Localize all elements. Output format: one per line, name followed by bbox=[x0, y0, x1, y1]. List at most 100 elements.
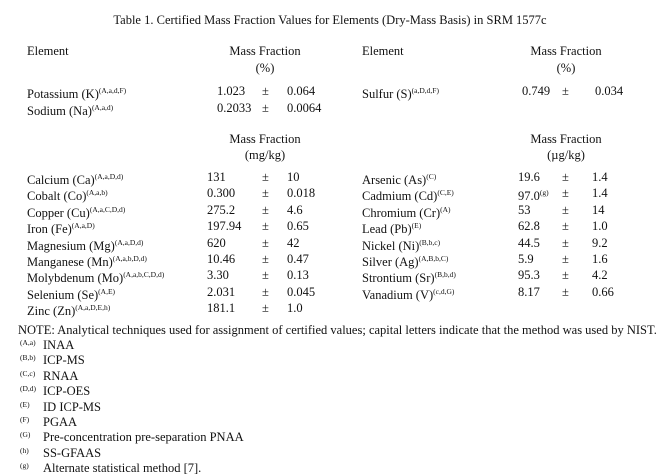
element: Lead (Pb)(E) bbox=[362, 219, 421, 236]
plus-minus: ± bbox=[562, 84, 569, 98]
uncertainty: 10 bbox=[287, 170, 300, 184]
value: 62.8 bbox=[518, 219, 540, 233]
superscript: (A,a,d,F) bbox=[98, 86, 127, 95]
plus-minus: ± bbox=[262, 84, 269, 98]
element-text: Sulfur (S) bbox=[362, 87, 412, 101]
column-header: Mass Fraction bbox=[229, 44, 301, 58]
superscript: (A,a,D,E,h) bbox=[75, 303, 111, 313]
superscript: (A) bbox=[440, 204, 451, 214]
uncertainty: 0.66 bbox=[592, 284, 614, 299]
element: Iron (Fe)(A,a,D) bbox=[27, 219, 95, 236]
uncertainty: 0.13 bbox=[287, 268, 309, 283]
plus-minus: ± bbox=[562, 186, 569, 201]
element-text: Copper (Cu) bbox=[27, 205, 90, 220]
note: NOTE: Analytical techniques used for ass… bbox=[18, 323, 657, 337]
element-text: Magnesium (Mg) bbox=[27, 238, 115, 253]
footnote-key: (h) bbox=[20, 445, 29, 455]
element-text: Lead (Pb) bbox=[362, 222, 412, 237]
footnote-text: PGAA bbox=[43, 415, 78, 429]
superscript: (C,E) bbox=[437, 188, 454, 198]
value: 2.031 bbox=[207, 285, 235, 299]
value-text: 19.6 bbox=[518, 170, 540, 184]
footnote-text: INAA bbox=[43, 338, 75, 352]
superscript: (A,a,C,D,d) bbox=[89, 204, 126, 214]
value-text: 8.17 bbox=[518, 284, 540, 299]
uncertainty: 0.034 bbox=[595, 84, 624, 98]
plus-minus: ± bbox=[562, 202, 569, 217]
uncertainty: 1.4 bbox=[592, 170, 608, 184]
value: 0.300 bbox=[207, 186, 235, 200]
plus-minus: ± bbox=[262, 202, 269, 217]
element-text: Molybdenum (Mo) bbox=[27, 271, 124, 286]
element: Arsenic (As)(C) bbox=[362, 170, 436, 187]
superscript: (B,b,d) bbox=[434, 270, 456, 280]
value: 0.749 bbox=[522, 84, 550, 98]
superscript: (C) bbox=[426, 172, 437, 181]
element-text: Arsenic (As) bbox=[362, 173, 427, 187]
footnote-text: Alternate statistical method [7]. bbox=[43, 461, 202, 476]
value: 0.2033 bbox=[217, 101, 251, 115]
element: Manganese (Mn)(A,a,b,D,d) bbox=[27, 252, 147, 269]
plus-minus: ± bbox=[262, 284, 269, 299]
title: Table 1. Certified Mass Fraction Values … bbox=[113, 13, 547, 27]
footnote-text: ICP-MS bbox=[43, 353, 85, 368]
footnote-text: ID ICP-MS bbox=[43, 399, 101, 414]
value-text: 0.2033 bbox=[217, 100, 252, 115]
element-text: Chromium (Cr) bbox=[362, 205, 441, 220]
element: Cobalt (Co)(A,a,b) bbox=[27, 186, 108, 203]
element-text: Iron (Fe) bbox=[27, 222, 72, 237]
superscript: (A,a,d) bbox=[91, 102, 114, 112]
value-text: 1.023 bbox=[217, 84, 246, 98]
value-text: 44.5 bbox=[518, 235, 540, 250]
uncertainty: 9.2 bbox=[592, 235, 608, 250]
element-text: Zinc (Zn) bbox=[27, 304, 76, 319]
column-header: Element bbox=[362, 44, 404, 58]
uncertainty: 0.064 bbox=[287, 84, 316, 98]
element: Zinc (Zn)(A,a,D,E,h) bbox=[27, 301, 110, 318]
value: 275.2 bbox=[207, 203, 235, 217]
value: 95.3 bbox=[518, 268, 540, 282]
element: Calcium (Ca)(A,a,D,d) bbox=[27, 170, 123, 187]
column-header: Mass Fraction bbox=[229, 132, 301, 146]
footnote-text: Pre-concentration pre-separation PNAA bbox=[43, 430, 244, 445]
superscript: (g) bbox=[539, 188, 549, 198]
superscript: (A,a,D) bbox=[71, 221, 95, 231]
value-text: 62.8 bbox=[518, 219, 540, 234]
uncertainty: 42 bbox=[287, 235, 300, 250]
value: 3.30 bbox=[207, 268, 229, 282]
plus-minus: ± bbox=[262, 186, 269, 201]
value: 53 bbox=[518, 203, 531, 217]
footnote-key: (g) bbox=[20, 461, 29, 471]
uncertainty: 1.6 bbox=[592, 252, 608, 266]
value: 620 bbox=[207, 236, 226, 250]
element-text: Nickel (Ni) bbox=[362, 238, 420, 253]
value-text: 197.94 bbox=[207, 219, 242, 234]
value-text: 5.9 bbox=[518, 252, 534, 266]
uncertainty: 0.47 bbox=[287, 252, 309, 266]
element: Vanadium (V)(c,d,G) bbox=[362, 285, 454, 302]
footnote-text: ICP-OES bbox=[43, 384, 91, 399]
value: 44.5 bbox=[518, 236, 540, 250]
element: Copper (Cu)(A,a,C,D,d) bbox=[27, 203, 125, 220]
plus-minus: ± bbox=[262, 252, 269, 266]
uncertainty: 0.045 bbox=[287, 284, 316, 299]
footnote-key: (G) bbox=[20, 430, 31, 440]
element: Selenium (Se)(A,E) bbox=[27, 285, 115, 302]
footnote-key: (B,b) bbox=[20, 353, 36, 363]
uncertainty: 1.0 bbox=[287, 301, 303, 316]
value-text: 275.2 bbox=[207, 202, 236, 217]
plus-minus: ± bbox=[262, 235, 269, 250]
plus-minus: ± bbox=[262, 170, 269, 184]
element-text: Potassium (K) bbox=[27, 87, 99, 101]
element: Magnesium (Mg)(A,a,D,d) bbox=[27, 236, 143, 253]
superscript: (A,a,D,d) bbox=[94, 172, 124, 181]
element-text: Strontium (Sr) bbox=[362, 271, 435, 286]
element: Sodium (Na)(A,a,d) bbox=[27, 101, 113, 118]
superscript: (A,a,b,D,d) bbox=[112, 254, 147, 263]
plus-minus: ± bbox=[262, 219, 269, 234]
plus-minus: ± bbox=[562, 252, 569, 266]
column-header: Mass Fraction bbox=[530, 132, 602, 146]
footnote-key: (A,a) bbox=[20, 338, 36, 347]
superscript: (c,d,G) bbox=[433, 286, 455, 296]
